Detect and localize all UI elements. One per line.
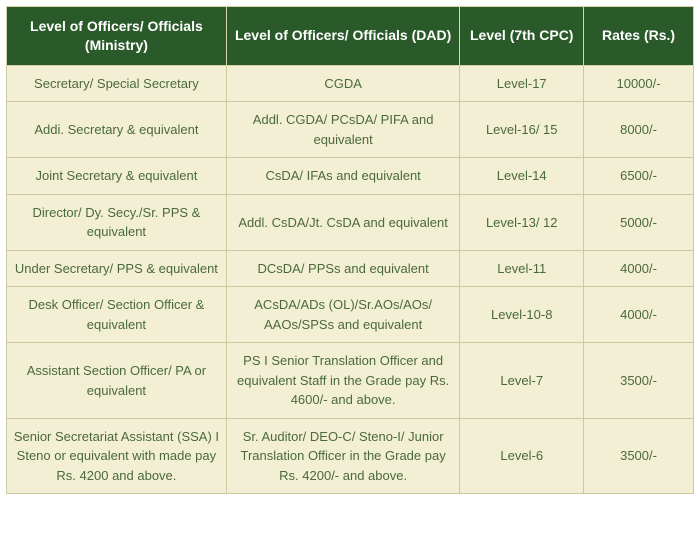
- cell-rates: 4000/-: [584, 250, 694, 287]
- table-row: Joint Secretary & equivalent CsDA/ IFAs …: [7, 158, 694, 195]
- cell-dad: CGDA: [226, 65, 460, 102]
- cell-dad: Sr. Auditor/ DEO-C/ Steno-I/ Junior Tran…: [226, 418, 460, 494]
- cell-rates: 3500/-: [584, 343, 694, 419]
- cell-dad: PS I Senior Translation Officer and equi…: [226, 343, 460, 419]
- cell-ministry: Under Secretary/ PPS & equivalent: [7, 250, 227, 287]
- cell-level: Level-10-8: [460, 287, 584, 343]
- table-row: Assistant Section Officer/ PA or equival…: [7, 343, 694, 419]
- officers-rates-table: Level of Officers/ Officials (Ministry) …: [6, 6, 694, 494]
- cell-rates: 8000/-: [584, 102, 694, 158]
- table-header-row: Level of Officers/ Officials (Ministry) …: [7, 7, 694, 66]
- cell-ministry: Addi. Secretary & equivalent: [7, 102, 227, 158]
- cell-level: Level-16/ 15: [460, 102, 584, 158]
- cell-ministry: Assistant Section Officer/ PA or equival…: [7, 343, 227, 419]
- table-row: Under Secretary/ PPS & equivalent DCsDA/…: [7, 250, 694, 287]
- cell-level: Level-13/ 12: [460, 194, 584, 250]
- cell-level: Level-6: [460, 418, 584, 494]
- table-row: Addi. Secretary & equivalent Addl. CGDA/…: [7, 102, 694, 158]
- table-body: Secretary/ Special Secretary CGDA Level-…: [7, 65, 694, 494]
- cell-dad: Addl. CGDA/ PCsDA/ PIFA and equivalent: [226, 102, 460, 158]
- col-header-rates: Rates (Rs.): [584, 7, 694, 66]
- cell-rates: 6500/-: [584, 158, 694, 195]
- cell-rates: 3500/-: [584, 418, 694, 494]
- cell-ministry: Director/ Dy. Secy./Sr. PPS & equivalent: [7, 194, 227, 250]
- cell-rates: 4000/-: [584, 287, 694, 343]
- cell-rates: 10000/-: [584, 65, 694, 102]
- cell-rates: 5000/-: [584, 194, 694, 250]
- cell-level: Level-17: [460, 65, 584, 102]
- cell-ministry: Joint Secretary & equivalent: [7, 158, 227, 195]
- table-row: Secretary/ Special Secretary CGDA Level-…: [7, 65, 694, 102]
- table-row: Senior Secretariat Assistant (SSA) I Ste…: [7, 418, 694, 494]
- cell-ministry: Secretary/ Special Secretary: [7, 65, 227, 102]
- cell-level: Level-7: [460, 343, 584, 419]
- cell-dad: Addl. CsDA/Jt. CsDA and equivalent: [226, 194, 460, 250]
- table-row: Desk Officer/ Section Officer & equivale…: [7, 287, 694, 343]
- cell-dad: CsDA/ IFAs and equivalent: [226, 158, 460, 195]
- col-header-dad: Level of Officers/ Officials (DAD): [226, 7, 460, 66]
- cell-ministry: Desk Officer/ Section Officer & equivale…: [7, 287, 227, 343]
- cell-ministry: Senior Secretariat Assistant (SSA) I Ste…: [7, 418, 227, 494]
- cell-dad: ACsDA/ADs (OL)/Sr.AOs/AOs/ AAOs/SPSs and…: [226, 287, 460, 343]
- cell-dad: DCsDA/ PPSs and equivalent: [226, 250, 460, 287]
- table-row: Director/ Dy. Secy./Sr. PPS & equivalent…: [7, 194, 694, 250]
- cell-level: Level-14: [460, 158, 584, 195]
- col-header-level: Level (7th CPC): [460, 7, 584, 66]
- cell-level: Level-11: [460, 250, 584, 287]
- col-header-ministry: Level of Officers/ Officials (Ministry): [7, 7, 227, 66]
